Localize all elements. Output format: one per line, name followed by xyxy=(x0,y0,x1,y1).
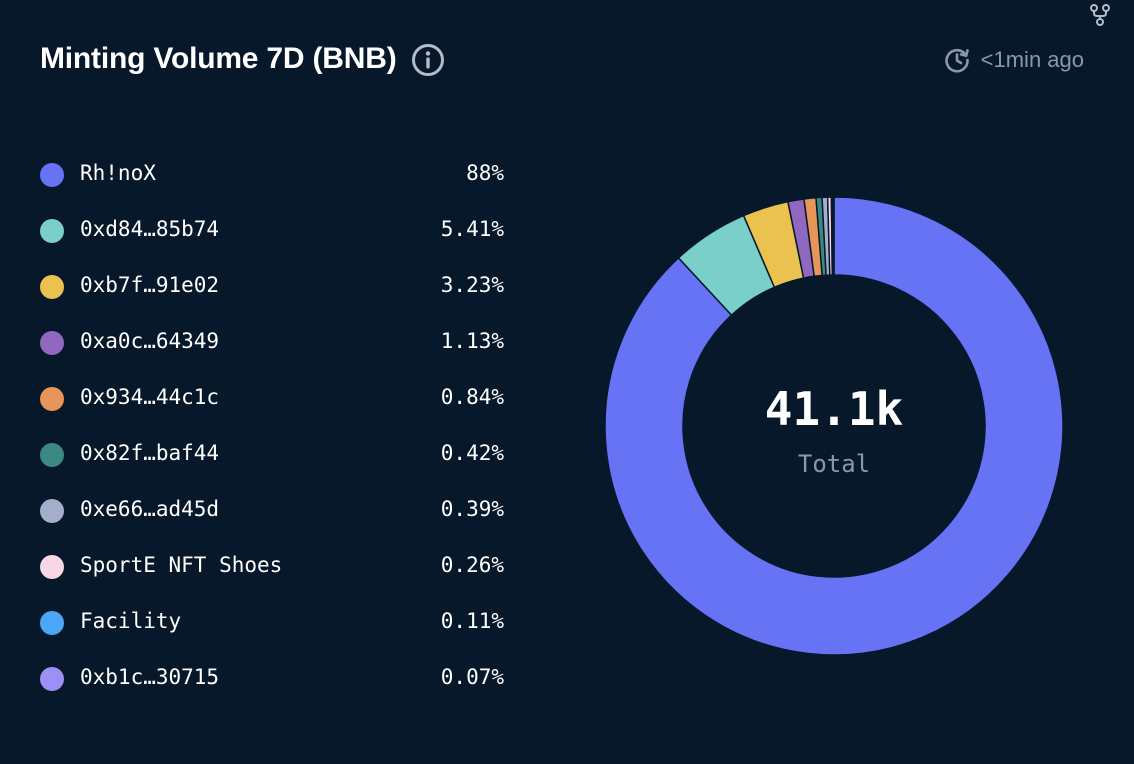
legend-label: 0xb7f…91e02 xyxy=(80,273,220,297)
last-updated: <1min ago xyxy=(943,46,1084,74)
legend-value: 3.23% xyxy=(440,273,504,297)
chart-title-row: Minting Volume 7D (BNB) xyxy=(40,40,446,78)
legend-label: 0xe66…ad45d xyxy=(80,497,220,521)
legend-label: 0x82f…baf44 xyxy=(80,441,220,465)
legend-item[interactable]: Facility 0.11% xyxy=(40,595,510,651)
legend-label: 0x934…44c1c xyxy=(80,385,220,409)
legend-item[interactable]: 0xd84…85b74 5.41% xyxy=(40,203,510,259)
legend-label: SportE NFT Shoes xyxy=(80,553,283,577)
legend-label: Facility xyxy=(80,609,182,633)
legend-label: Rh!noX xyxy=(80,161,156,185)
legend-value: 0.26% xyxy=(440,553,504,577)
legend-item[interactable]: 0xa0c…64349 1.13% xyxy=(40,315,510,371)
legend-value: 0.11% xyxy=(440,609,504,633)
legend-value: 5.41% xyxy=(440,217,504,241)
legend-label: 0xa0c…64349 xyxy=(80,329,220,353)
legend-label: 0xd84…85b74 xyxy=(80,217,220,241)
legend-swatch xyxy=(40,275,64,299)
legend-swatch xyxy=(40,611,64,635)
donut-slice[interactable] xyxy=(832,196,835,276)
legend-swatch xyxy=(40,443,64,467)
total-value: 41.1k xyxy=(764,382,904,436)
legend-value: 0.42% xyxy=(440,441,504,465)
history-clock-icon xyxy=(944,48,969,73)
legend-swatch xyxy=(40,163,64,187)
last-updated-text: <1min ago xyxy=(980,47,1084,72)
legend-swatch xyxy=(40,499,64,523)
legend-value: 0.07% xyxy=(440,665,504,689)
legend-value: 1.13% xyxy=(440,329,504,353)
legend-item[interactable]: 0xb1c…30715 0.07% xyxy=(40,651,510,707)
donut-chart xyxy=(604,196,1064,656)
legend-swatch xyxy=(40,387,64,411)
legend-item[interactable]: Rh!noX 88% xyxy=(40,147,510,203)
legend-item[interactable]: 0x934…44c1c 0.84% xyxy=(40,371,510,427)
legend-item[interactable]: SportE NFT Shoes 0.26% xyxy=(40,539,510,595)
page-title: Minting Volume 7D (BNB) xyxy=(40,42,397,75)
fork-icon[interactable] xyxy=(1088,3,1112,27)
legend-label: 0xb1c…30715 xyxy=(80,665,220,689)
legend-swatch xyxy=(40,331,64,355)
legend-item[interactable]: 0xe66…ad45d 0.39% xyxy=(40,483,510,539)
legend-swatch xyxy=(40,667,64,691)
legend-swatch xyxy=(40,555,64,579)
legend-value: 0.39% xyxy=(440,497,504,521)
total-label: Total xyxy=(797,450,871,478)
legend-item[interactable]: 0x82f…baf44 0.42% xyxy=(40,427,510,483)
legend-swatch xyxy=(40,219,64,243)
donut-slice[interactable] xyxy=(604,196,1064,656)
legend-value: 0.84% xyxy=(440,385,504,409)
info-icon[interactable] xyxy=(410,42,446,78)
legend-item[interactable]: 0xb7f…91e02 3.23% xyxy=(40,259,510,315)
chart-legend: Rh!noX 88% 0xd84…85b74 5.41% 0xb7f…91e02 3.23… xyxy=(40,147,510,707)
legend-value: 88% xyxy=(466,161,504,185)
